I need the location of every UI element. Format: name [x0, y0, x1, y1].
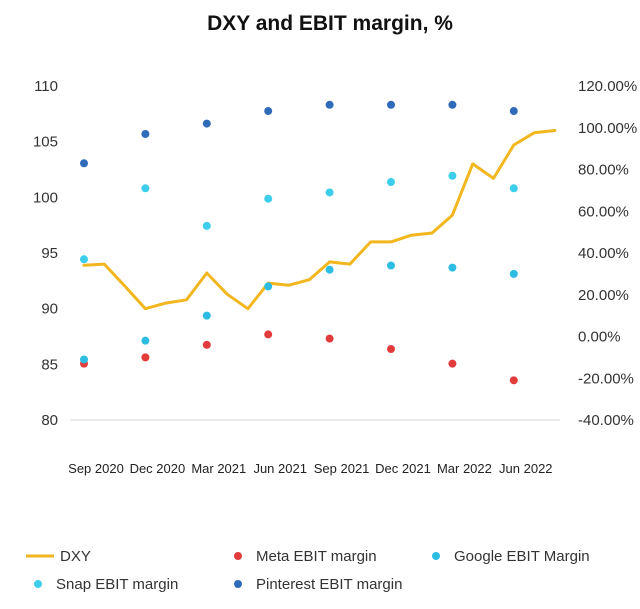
x-axis: Sep 2020 Dec 2020 Mar 2021 Jun 2021 Sep 2021…: [68, 461, 552, 476]
google-ebit-margin-point: [387, 261, 395, 270]
google-ebit-margin-point: [141, 336, 150, 345]
google-ebit-margin-point: [509, 269, 518, 278]
snap-ebit-margin-point: [387, 178, 395, 187]
right-tick-label: -40.00%: [578, 412, 634, 429]
x-tick-label: Dec 2020: [130, 461, 186, 476]
snap-ebit-margin-point: [264, 194, 273, 203]
x-tick-label: Sep 2020: [68, 461, 124, 476]
left-tick-label: 110: [34, 78, 58, 95]
right-tick-label: 20.00%: [578, 287, 629, 304]
right-tick-label: 100.00%: [578, 120, 637, 137]
legend-swatch-snap-ebit-margin: [34, 580, 42, 588]
pinterest-ebit-margin-point: [448, 100, 457, 109]
x-tick-label: Jun 2021: [253, 461, 307, 476]
right-tick-label: -20.00%: [578, 370, 634, 387]
snap-ebit-margin-point: [448, 171, 457, 180]
google-ebit-margin-point: [325, 265, 334, 274]
meta-ebit-margin-point: [387, 345, 395, 354]
left-tick-label: 95: [41, 245, 58, 262]
meta-ebit-margin-point: [141, 353, 150, 362]
x-tick-label: Dec 2021: [375, 461, 431, 476]
legend-label-google-ebit-margin: Google EBIT Margin: [454, 548, 590, 565]
meta-ebit-margin-point: [325, 334, 334, 343]
legend-label-snap-ebit-margin: Snap EBIT margin: [56, 576, 178, 593]
snap-ebit-margin-point: [202, 221, 211, 230]
pinterest-ebit-margin-point: [80, 159, 88, 168]
right-tick-label: 120.00%: [578, 78, 637, 95]
x-tick-label: Sep 2021: [314, 461, 370, 476]
plot-area: [80, 100, 557, 385]
snap-ebit-margin-point: [509, 184, 518, 193]
left-axis: 80 85 90 95 100 105 110: [33, 78, 58, 429]
legend-label-meta-ebit-margin: Meta EBIT margin: [256, 548, 377, 565]
legend-swatch-pinterest-ebit-margin: [234, 580, 242, 588]
pinterest-ebit-margin-point: [387, 100, 395, 109]
x-tick-label: Mar 2021: [191, 461, 246, 476]
left-tick-label: 105: [33, 134, 58, 151]
right-tick-label: 0.00%: [578, 329, 621, 346]
legend-label-dxy: DXY: [60, 548, 91, 565]
legend-swatch-meta-ebit-margin: [234, 552, 242, 560]
meta-ebit-margin-point: [202, 340, 211, 349]
chart-title: DXY and EBIT margin, %: [207, 12, 453, 35]
left-tick-label: 80: [41, 412, 58, 429]
google-ebit-margin-point: [80, 355, 88, 364]
dxy-line: [82, 129, 557, 311]
right-tick-label: 80.00%: [578, 162, 629, 179]
x-tick-label: Jun 2022: [499, 461, 553, 476]
left-tick-label: 100: [33, 189, 58, 206]
legend-swatch-google-ebit-margin: [432, 552, 440, 560]
x-tick-label: Mar 2022: [437, 461, 492, 476]
google-ebit-margin-point: [448, 263, 457, 272]
pinterest-ebit-margin-point: [264, 107, 273, 116]
snap-ebit-margin-point: [325, 188, 334, 197]
google-ebit-margin-point: [202, 311, 211, 320]
google-ebit-margin-point: [264, 282, 273, 291]
left-tick-label: 90: [41, 301, 58, 318]
pinterest-ebit-margin-point: [509, 107, 518, 116]
right-tick-label: 40.00%: [578, 245, 629, 262]
snap-ebit-margin-point: [141, 184, 150, 193]
meta-ebit-margin-point: [509, 376, 518, 385]
right-axis: -40.00% -20.00% 0.00% 20.00% 40.00% 60.00% 80.…: [578, 78, 637, 429]
left-tick-label: 85: [41, 356, 58, 373]
legend: DXY Meta EBIT margin Google EBIT Margin Sna…: [26, 548, 590, 593]
pinterest-ebit-margin-point: [325, 100, 334, 109]
legend-label-pinterest-ebit-margin: Pinterest EBIT margin: [256, 576, 402, 593]
snap-ebit-margin-point: [80, 255, 88, 264]
pinterest-ebit-margin-point: [202, 119, 211, 128]
pinterest-ebit-margin-point: [141, 130, 150, 139]
meta-ebit-margin-point: [264, 330, 273, 339]
meta-ebit-margin-point: [448, 359, 457, 368]
right-tick-label: 60.00%: [578, 203, 629, 220]
